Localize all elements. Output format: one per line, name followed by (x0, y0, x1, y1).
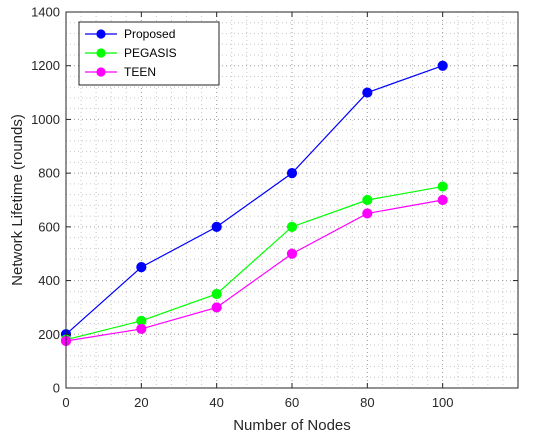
y-axis-title: Network Lifetime (rounds) (9, 114, 26, 286)
y-tick-label: 800 (38, 166, 60, 181)
series-proposed (60, 60, 448, 340)
series-layer (60, 60, 448, 347)
data-point (437, 194, 448, 206)
x-tick-label: 0 (62, 395, 69, 410)
data-point (437, 60, 448, 71)
data-point (211, 221, 222, 232)
legend-swatch-marker (96, 29, 106, 39)
data-point (362, 208, 373, 219)
y-tick-label: 1200 (31, 58, 60, 73)
legend: Proposed PEGASIS TEEN (78, 21, 220, 86)
data-point (136, 262, 147, 273)
y-tick-label: 200 (38, 327, 60, 342)
x-tick-label: 80 (360, 395, 374, 410)
data-point (286, 248, 298, 259)
series-line (65, 199, 443, 342)
data-point (437, 181, 448, 192)
data-point (211, 302, 222, 313)
series-line (65, 185, 443, 341)
y-tick-label: 0 (53, 381, 60, 396)
data-point (136, 323, 147, 335)
x-axis-title: Number of Nodes (233, 417, 351, 434)
x-tick-label: 60 (285, 395, 299, 410)
y-tick-label: 400 (38, 273, 60, 288)
data-point (362, 194, 373, 206)
data-point (286, 168, 298, 179)
data-point (362, 87, 373, 98)
legend-label: PEGASIS (124, 46, 177, 60)
legend-label: TEEN (124, 65, 156, 79)
legend-label: Proposed (124, 27, 175, 41)
x-tick-label: 100 (432, 395, 454, 410)
y-tick-label: 1000 (31, 112, 60, 127)
data-point (286, 221, 298, 232)
y-tick-label: 600 (38, 219, 60, 234)
legend-swatch-marker (96, 48, 106, 58)
y-tick-label: 1400 (31, 5, 60, 20)
series-teen (60, 194, 448, 347)
x-tick-label: 40 (209, 395, 223, 410)
series-line (65, 65, 443, 335)
data-point (211, 288, 222, 300)
legend-swatch-marker (96, 67, 106, 77)
x-tick-label: 20 (134, 395, 148, 410)
